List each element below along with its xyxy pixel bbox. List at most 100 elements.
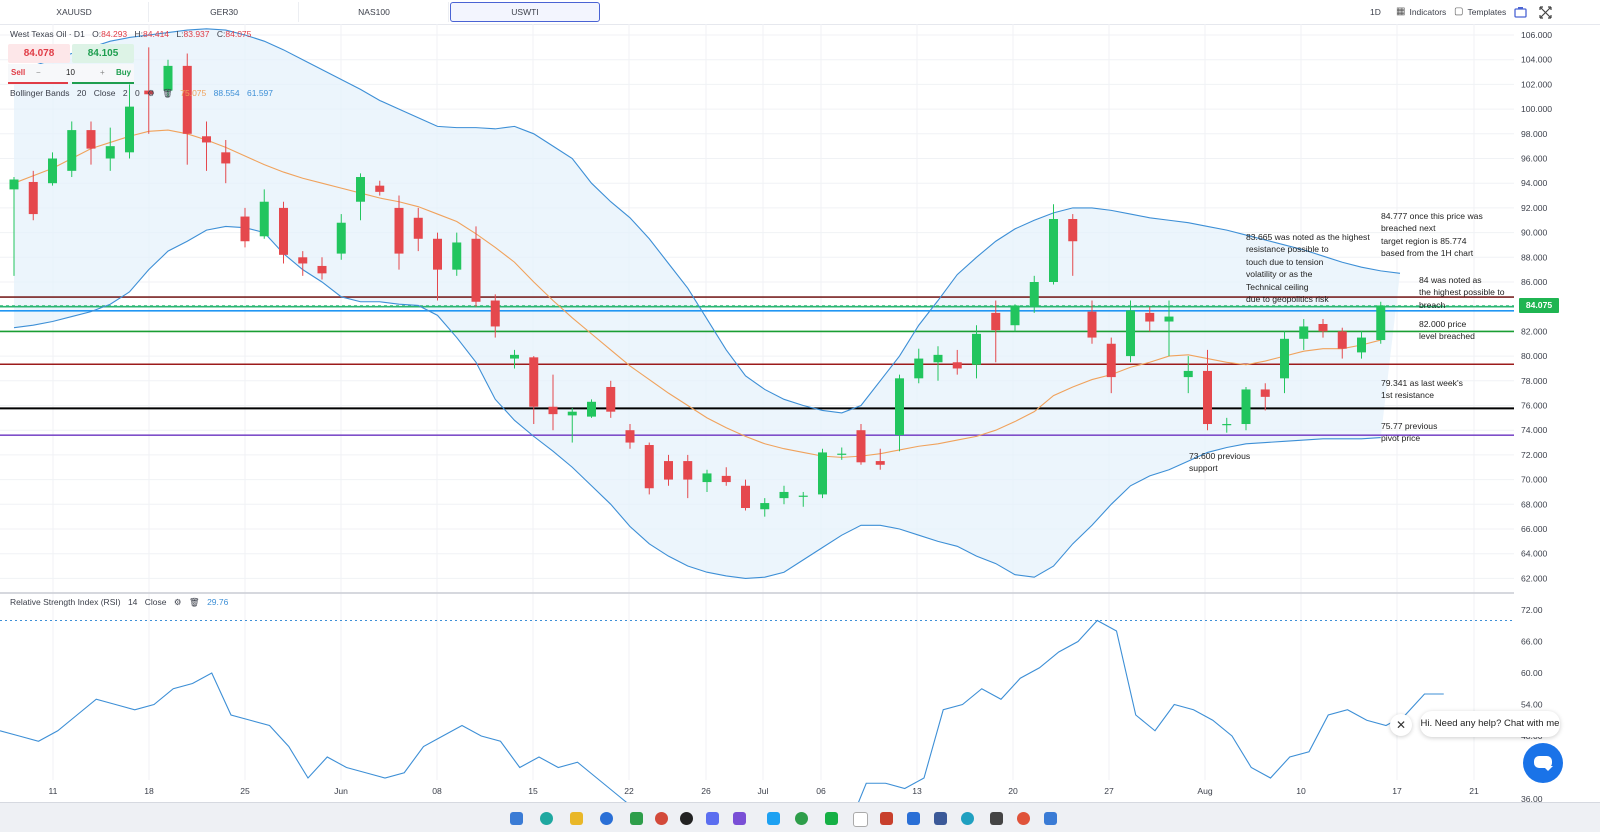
candle-body <box>1183 370 1193 378</box>
open-value: 84.293 <box>101 29 128 39</box>
taskbar-app-icon[interactable] <box>907 812 920 825</box>
sell-price-button[interactable]: 84.078 <box>8 44 70 63</box>
candle-body <box>1376 305 1386 341</box>
price-axis-label: 72.000 <box>1521 450 1548 460</box>
tab-ger30[interactable]: GER30 <box>150 2 299 22</box>
candle-body <box>606 386 616 412</box>
sell-button[interactable]: Sell <box>11 68 26 77</box>
rsi-length: 14 <box>127 597 138 607</box>
chat-close-button[interactable]: ✕ <box>1390 714 1412 736</box>
bollinger-lower-value: 61.597 <box>247 88 274 98</box>
candle-body <box>818 452 827 495</box>
candle-body <box>644 445 654 489</box>
taskbar-app-icon[interactable] <box>600 812 613 825</box>
taskbar-app-icon[interactable] <box>510 812 523 825</box>
annotation-79341[interactable]: 79.341 as last week's 1st resistance <box>1381 377 1463 402</box>
quantity-input[interactable]: 10 <box>66 68 75 77</box>
annotation-73600[interactable]: 73.600 previous support <box>1189 450 1250 475</box>
screenshot-button[interactable] <box>1514 0 1527 24</box>
chat-launcher-button[interactable] <box>1523 743 1563 783</box>
taskbar-app-icon[interactable] <box>706 812 719 825</box>
time-axis-label: 20 <box>1008 786 1018 796</box>
annotation-line: Technical ceiling <box>1246 281 1309 292</box>
taskbar-app-icon[interactable] <box>680 812 693 825</box>
taskbar-app-icon[interactable] <box>630 812 643 825</box>
bollinger-length: 20 <box>76 88 87 98</box>
price-axis-label: 62.000 <box>1521 573 1548 583</box>
candle-body <box>1260 389 1270 397</box>
price-axis-label: 78.000 <box>1521 376 1548 386</box>
taskbar-app-icon[interactable] <box>1044 812 1057 825</box>
taskbar-app-icon[interactable] <box>961 812 974 825</box>
price-axis-label: 88.000 <box>1521 252 1548 262</box>
candle-body <box>895 378 904 436</box>
price-chart[interactable]: 106.000 104.000 102.000 100.000 98.000 96.000… <box>0 0 1600 803</box>
candle-body <box>1299 326 1309 339</box>
candle <box>433 232 442 301</box>
chat-prompt-bubble[interactable]: Hi. Need any help? Chat with me <box>1420 711 1560 737</box>
candle-body <box>664 461 673 480</box>
candle-body <box>1029 282 1039 307</box>
bollinger-legend[interactable]: Bollinger Bands 20 Close 2 0 ⚙ 🗑 75.075 … <box>10 88 278 99</box>
taskbar-app-icon[interactable] <box>825 812 838 825</box>
rsi-settings-icon[interactable]: ⚙ <box>173 597 182 607</box>
candle-body <box>510 354 519 359</box>
annotation-84777[interactable]: 84.777 once this price was breached next… <box>1381 210 1483 260</box>
annotation-7577[interactable]: 75.77 previous pivot price <box>1381 420 1437 445</box>
annotation-line: 83.665 was noted as the highest <box>1246 232 1370 242</box>
annotation-82000[interactable]: 82.000 price level breached <box>1419 318 1475 343</box>
increase-quantity-button[interactable]: + <box>100 68 105 77</box>
time-axis-label: 21 <box>1469 786 1479 796</box>
buy-price-button[interactable]: 84.105 <box>72 44 134 63</box>
annotation-line: support <box>1189 463 1218 474</box>
low-label: L:83.937 <box>176 29 209 39</box>
taskbar-app-icon[interactable] <box>540 812 553 825</box>
candle <box>221 139 231 184</box>
buy-button[interactable]: Buy <box>116 68 132 77</box>
taskbar-app-icon[interactable] <box>795 812 808 825</box>
decrease-quantity-button[interactable]: − <box>36 68 41 77</box>
taskbar-app-icon[interactable] <box>1017 812 1030 825</box>
settings-icon[interactable]: ⚙ <box>147 88 155 98</box>
taskbar-app-icon[interactable] <box>880 812 893 825</box>
time-axis-label: 18 <box>144 786 154 796</box>
candle <box>1029 275 1039 313</box>
annotation-84[interactable]: 84 was noted as the highest possible to … <box>1419 274 1505 311</box>
close-value: 84.075 <box>225 29 252 39</box>
price-axis-label: 82.000 <box>1521 326 1548 336</box>
taskbar-app-icon[interactable] <box>934 812 947 825</box>
fullscreen-button[interactable] <box>1539 0 1552 24</box>
candle <box>933 346 943 381</box>
annotation-line: 79.341 as last week's <box>1381 378 1463 388</box>
interval-button[interactable]: 1D <box>1370 0 1381 24</box>
candle <box>567 407 577 443</box>
delete-icon[interactable]: 🗑 <box>162 88 173 98</box>
rsi-delete-icon[interactable]: 🗑 <box>188 597 200 607</box>
candle <box>28 170 38 221</box>
taskbar-app-icon[interactable] <box>853 812 868 827</box>
candle <box>163 59 173 97</box>
taskbar-app-icon[interactable] <box>990 812 1003 825</box>
candle <box>587 399 596 418</box>
rsi-source: Close <box>144 597 167 607</box>
candle-body <box>587 401 596 417</box>
taskbar-app-icon[interactable] <box>570 812 583 825</box>
candle-body <box>356 177 365 202</box>
taskbar-app-icon[interactable] <box>767 812 780 825</box>
templates-button[interactable]: ▢ Templates <box>1454 0 1506 24</box>
tab-uswti[interactable]: USWTI <box>450 2 600 22</box>
annotation-83665[interactable]: 83.665 was noted as the highest resistan… <box>1246 231 1370 305</box>
taskbar-app-icon[interactable] <box>733 812 746 825</box>
candle <box>1318 319 1328 338</box>
candle <box>529 356 539 425</box>
tab-nas100[interactable]: NAS100 <box>300 2 449 22</box>
taskbar-app-icon[interactable] <box>655 812 668 825</box>
annotation-line: the highest possible to <box>1419 287 1505 298</box>
tab-xauusd[interactable]: XAUUSD <box>0 2 149 22</box>
candle <box>510 349 519 369</box>
rsi-legend[interactable]: Relative Strength Index (RSI) 14 Close ⚙… <box>10 597 233 608</box>
candle-body <box>28 181 38 215</box>
candle-body <box>798 495 808 497</box>
indicators-button[interactable]: ▦ Indicators <box>1396 0 1446 24</box>
candle-body <box>144 90 154 95</box>
